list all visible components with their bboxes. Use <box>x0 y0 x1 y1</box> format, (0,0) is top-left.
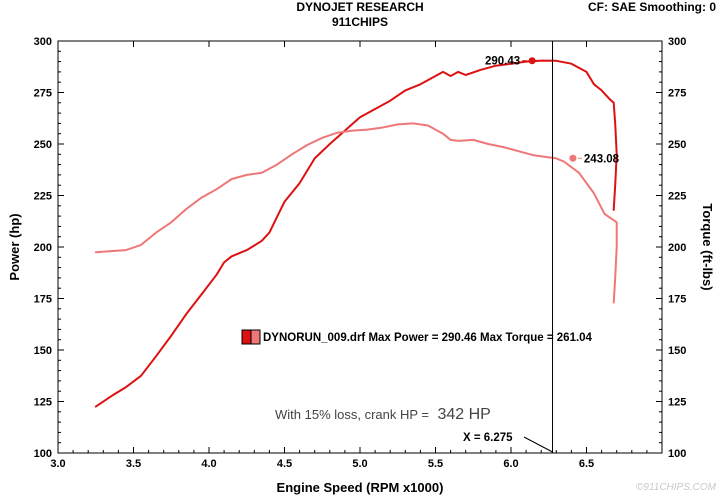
series-torque-line <box>94 122 618 304</box>
loss-annotation-prefix: With 15% loss, crank HP = <box>275 407 429 422</box>
x-tick-label: 3.0 <box>50 458 65 470</box>
y-tick-label-right: 275 <box>668 88 686 100</box>
peak-label-torque: 243.08 <box>584 153 620 165</box>
y-tick-label-right: 225 <box>668 191 686 203</box>
legend-swatch-torque <box>250 329 261 345</box>
y-tick-label-right: 150 <box>668 345 686 357</box>
legend-entry: DYNORUN_009.drf Max Power = 290.46 Max T… <box>263 332 593 344</box>
y-tick-label-left: 300 <box>34 36 52 48</box>
y-tick-label-left: 150 <box>34 345 52 357</box>
chart-title: DYNOJET RESEARCH <box>296 0 423 14</box>
x-tick-label: 5.5 <box>428 458 443 470</box>
loss-annotation-value: 342 HP <box>437 406 490 423</box>
y-tick-label-left: 225 <box>34 191 52 203</box>
y-tick-label-right: 200 <box>668 242 686 254</box>
x-tick-label: 6.5 <box>579 458 594 470</box>
chart-subtitle: 911CHIPS <box>332 15 388 29</box>
y-tick-label-left: 250 <box>34 139 52 151</box>
x-tick-label: 4.5 <box>277 458 292 470</box>
legend: DYNORUN_009.drf Max Power = 290.46 Max T… <box>241 329 593 345</box>
y-tick-label-left: 275 <box>34 88 52 100</box>
peak-label-power: 290.43 <box>485 56 520 68</box>
y-axis-title-right: Torque (ft-lbs) <box>700 203 715 290</box>
marks-layer: 290.43 243.08 <box>485 41 620 453</box>
x-tick-label: 3.5 <box>126 458 141 470</box>
y-axis-title-left: Power (hp) <box>7 213 22 280</box>
x-tick-label: 4.0 <box>201 458 216 470</box>
y-tick-label-right: 300 <box>668 36 686 48</box>
y-tick-label-left: 175 <box>34 294 52 306</box>
y-tick-label-right: 100 <box>668 448 686 460</box>
peak-marker-torque <box>569 154 577 162</box>
axes-layer: 3.0 3.5 4.0 4.5 5.0 5.5 6.0 6.5 100 100 125 125 150 1… <box>7 36 715 495</box>
watermark: ©911CHIPS.COM <box>636 482 717 493</box>
loss-annotation: With 15% loss, crank HP = 342 HP <box>275 406 491 423</box>
y-tick-label-left: 100 <box>34 448 52 460</box>
peak-marker-power <box>528 57 536 65</box>
y-tick-label-right: 125 <box>668 397 686 409</box>
y-tick-label-left: 125 <box>34 397 52 409</box>
x-tick-label: 5.0 <box>352 458 367 470</box>
plot-frame <box>57 40 663 454</box>
y-tick-label-left: 200 <box>34 242 52 254</box>
x-axis-title: Engine Speed (RPM x1000) <box>277 480 444 495</box>
series-layer <box>94 59 618 408</box>
series-power-line <box>94 59 618 408</box>
cursor-leader <box>523 436 553 453</box>
x-tick-label: 6.0 <box>503 458 518 470</box>
legend-swatch-power <box>241 329 252 345</box>
cursor-label: X = 6.275 <box>463 432 513 444</box>
chart-settings: CF: SAE Smoothing: 0 <box>588 0 716 14</box>
y-tick-label-right: 175 <box>668 294 686 306</box>
y-tick-label-right: 250 <box>668 139 686 151</box>
